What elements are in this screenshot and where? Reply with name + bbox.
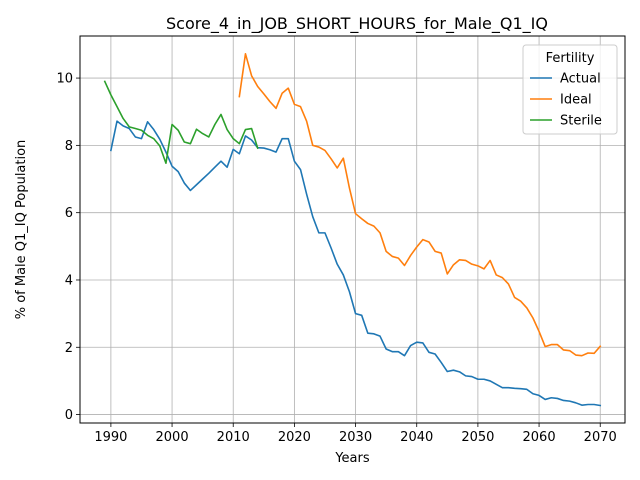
chart-title: Score_4_in_JOB_SHORT_HOURS_for_Male_Q1_I…	[166, 14, 548, 34]
y-tick-label: 2	[65, 341, 73, 356]
x-tick-label: 2010	[217, 430, 250, 445]
ticks: 1990 2000 2010 2020 2030 2040 2050 2060 2070 0 2 4 6…	[56, 72, 616, 445]
series-line-actual	[109, 120, 602, 407]
x-tick-label: 2000	[156, 430, 189, 445]
y-tick-label: 6	[65, 206, 73, 221]
legend-label-ideal: Ideal	[560, 93, 592, 108]
x-axis-label: Years	[334, 451, 370, 466]
y-tick-label: 0	[65, 408, 73, 423]
legend-title: Fertility	[546, 51, 595, 66]
x-tick-label: 1990	[94, 430, 127, 445]
x-tick-label: 2070	[584, 430, 617, 445]
series-line-sterile	[103, 80, 259, 165]
x-tick-label: 2050	[461, 430, 494, 445]
x-tick-label: 2040	[400, 430, 433, 445]
legend-box	[522, 44, 618, 135]
y-axis-label: % of Male Q1_IQ Population	[14, 140, 29, 320]
legend-items: Actual Ideal Sterile	[530, 72, 602, 129]
y-tick-label: 4	[65, 273, 73, 288]
legend: Fertility Actual Ideal Sterile	[522, 44, 618, 135]
legend-label-sterile: Sterile	[560, 114, 602, 129]
x-tick-label: 2060	[523, 430, 556, 445]
y-tick-label: 10	[56, 72, 73, 87]
legend-label-actual: Actual	[560, 72, 601, 87]
y-tick-label: 8	[65, 139, 73, 154]
x-tick-label: 2030	[339, 430, 372, 445]
x-tick-label: 2020	[278, 430, 311, 445]
series-layer	[103, 53, 602, 407]
series-line-ideal	[238, 53, 602, 357]
plot-frame	[79, 35, 626, 424]
